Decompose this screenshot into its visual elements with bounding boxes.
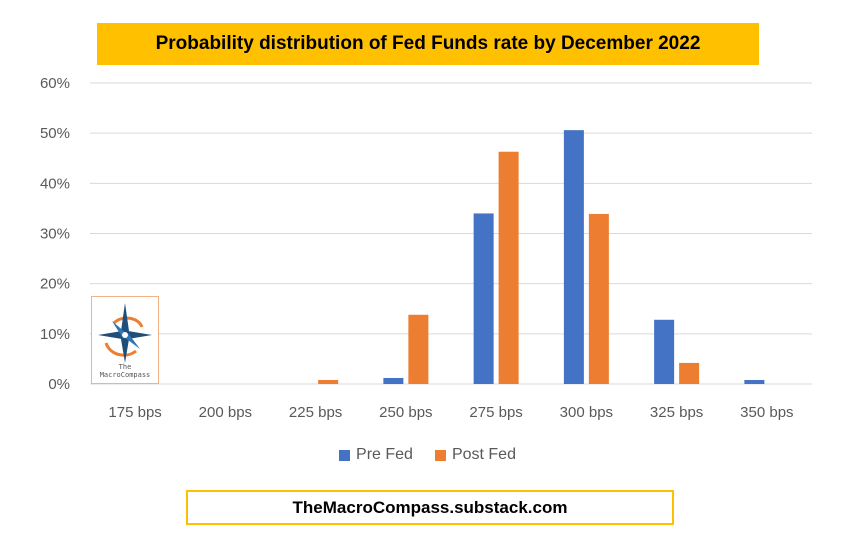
gridlines (90, 82, 812, 385)
y-tick-label: 10% (40, 326, 70, 343)
chart-title: Probability distribution of Fed Funds ra… (97, 23, 759, 65)
legend-item-post-fed: Post Fed (434, 446, 516, 464)
x-tick-label: 175 bps (108, 404, 161, 421)
bar-post-fed (318, 379, 339, 384)
logo-line-1: The (118, 363, 132, 371)
bar-pre-fed (383, 377, 404, 384)
bar-pre-fed (744, 379, 765, 384)
y-axis-tick-labels: 0% 10% 20% 30% 40% 50% 60% (40, 75, 70, 393)
y-tick-label: 40% (40, 175, 70, 192)
bar-post-fed (679, 362, 700, 384)
bar-pre-fed (473, 213, 494, 384)
footer-url: TheMacroCompass.substack.com (186, 490, 674, 525)
y-tick-label: 20% (40, 276, 70, 293)
legend-item-pre-fed: Pre Fed (339, 446, 413, 464)
y-tick-label: 30% (40, 226, 70, 243)
macro-compass-logo: The MacroCompass (91, 296, 159, 384)
x-axis-tick-labels: 175 bps 200 bps 225 bps 250 bps 275 bps 300 b… (108, 404, 793, 421)
legend-label-post-fed: Post Fed (451, 446, 516, 463)
x-tick-label: 225 bps (289, 404, 342, 421)
legend: Pre Fed Post Fed (0, 446, 855, 464)
bar-post-fed (408, 314, 429, 384)
bars (318, 130, 765, 384)
logo-line-2: MacroCompass (99, 371, 151, 379)
x-tick-label: 275 bps (469, 404, 522, 421)
bar-pre-fed (654, 319, 675, 384)
legend-label-pre-fed: Pre Fed (356, 446, 413, 463)
y-tick-label: 0% (48, 376, 70, 393)
bar-post-fed (588, 213, 609, 384)
y-tick-label: 60% (40, 75, 70, 92)
compass-icon (98, 303, 152, 363)
x-tick-label: 350 bps (740, 404, 793, 421)
x-tick-label: 250 bps (379, 404, 432, 421)
x-tick-label: 300 bps (560, 404, 613, 421)
legend-swatch-pre-fed (339, 449, 351, 461)
y-tick-label: 50% (40, 125, 70, 142)
bar-post-fed (498, 151, 519, 384)
x-tick-label: 200 bps (199, 404, 252, 421)
logo-text: The MacroCompass (92, 363, 158, 379)
legend-swatch-post-fed (434, 449, 446, 461)
x-tick-label: 325 bps (650, 404, 703, 421)
bar-pre-fed (563, 130, 584, 384)
